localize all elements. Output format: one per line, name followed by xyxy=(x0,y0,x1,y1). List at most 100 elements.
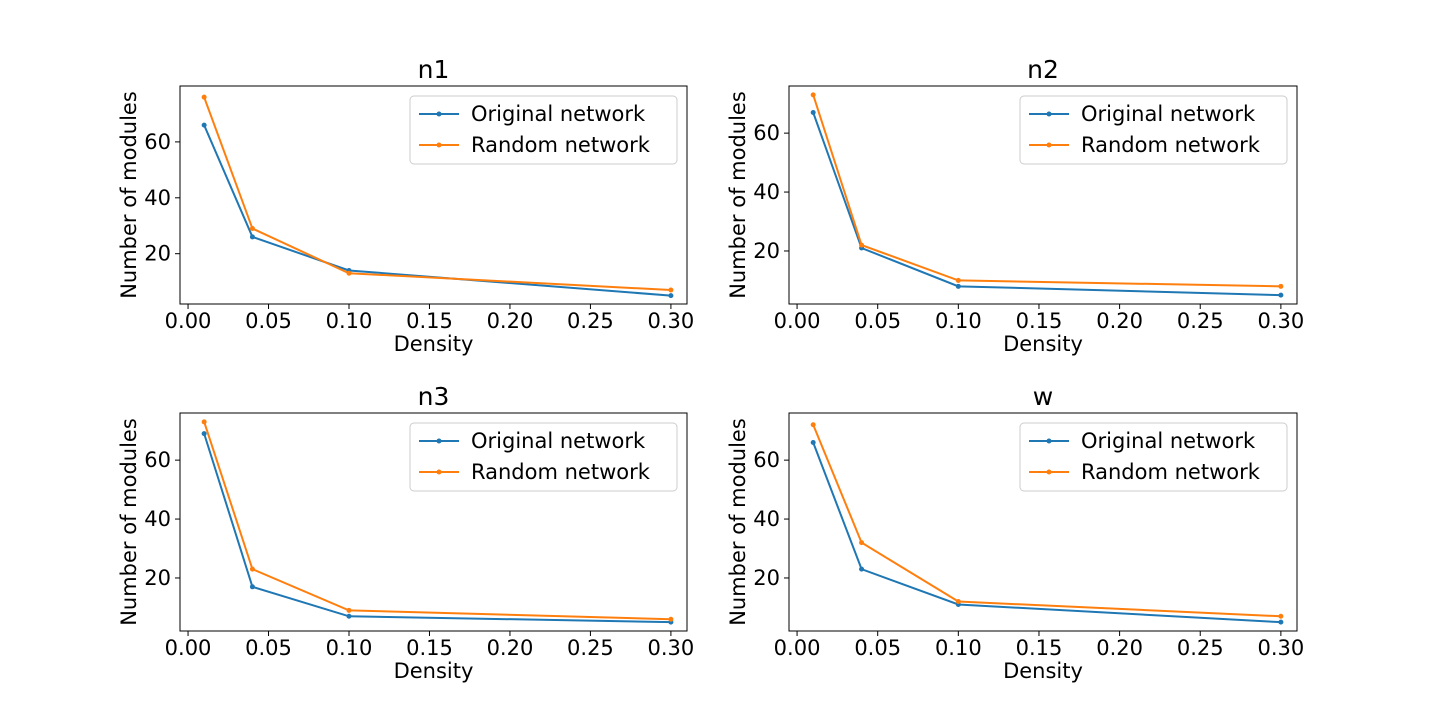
y-axis-label: Number of modules xyxy=(117,418,141,626)
x-tick-label: 0.30 xyxy=(648,636,695,660)
y-axis-label: Number of modules xyxy=(726,91,750,299)
data-point xyxy=(249,584,255,590)
legend-box xyxy=(1019,422,1288,492)
x-tick-label: 0.00 xyxy=(774,636,821,660)
y-tick-label: 40 xyxy=(144,186,171,210)
subplot-2: n2 0.00 0.05 0.10 0.15 0.20 0.25 0.30 20 40 60 Dens… xyxy=(726,55,1304,356)
y-axis-label: Number of modules xyxy=(726,418,750,626)
x-tick-label: 0.15 xyxy=(406,636,453,660)
chart-title: n3 xyxy=(418,382,450,411)
x-axis-label: Density xyxy=(394,659,474,683)
plot-frame xyxy=(788,412,1298,632)
data-point xyxy=(1278,613,1284,619)
y-tick-label: 40 xyxy=(753,180,780,204)
x-tick-label: 0.00 xyxy=(165,636,212,660)
x-tick-label: 0.10 xyxy=(935,636,982,660)
chart-title: w xyxy=(1033,382,1053,411)
series-line-2 xyxy=(203,96,671,292)
x-tick-label: 0.05 xyxy=(245,309,292,333)
legend: Original network Random network xyxy=(409,95,678,165)
legend-label: Random network xyxy=(1081,133,1261,157)
data-point xyxy=(201,431,207,437)
legend: Original network Random network xyxy=(1019,95,1288,165)
x-tick-label: 0.25 xyxy=(567,636,614,660)
data-point xyxy=(668,616,674,622)
data-point xyxy=(201,419,207,425)
x-tick-label: 0.15 xyxy=(406,309,453,333)
x-axis-label: Density xyxy=(394,332,474,356)
subplot-4: w 0.00 0.05 0.10 0.15 0.20 0.25 0.30 20 40 60 Densi… xyxy=(726,382,1304,683)
chart-title: n2 xyxy=(1027,55,1059,84)
y-tick-label: 60 xyxy=(753,121,780,145)
legend-marker xyxy=(436,142,442,148)
subplot-3: n3 0.00 0.05 0.10 0.15 0.20 0.25 0.30 20 40 60 Dens… xyxy=(117,382,694,683)
legend-box xyxy=(409,422,678,492)
y-tick-label: 60 xyxy=(144,130,171,154)
y-tick-label: 60 xyxy=(144,448,171,472)
series-line-1 xyxy=(203,433,671,624)
plot-frame xyxy=(179,412,688,632)
data-point xyxy=(859,242,865,248)
legend-label: Random network xyxy=(471,133,651,157)
y-tick-label: 20 xyxy=(144,566,171,590)
x-tick-label: 0.15 xyxy=(1016,636,1063,660)
x-tick-label: 0.20 xyxy=(1096,636,1143,660)
series-line-1 xyxy=(203,124,671,297)
x-tick-label: 0.25 xyxy=(1177,309,1224,333)
legend-marker xyxy=(1046,438,1052,444)
data-point xyxy=(1278,619,1284,625)
y-tick-label: 20 xyxy=(144,242,171,266)
data-point xyxy=(249,566,255,572)
legend-label: Original network xyxy=(1081,102,1256,126)
x-tick-label: 0.10 xyxy=(935,309,982,333)
x-tick-label: 0.20 xyxy=(1096,309,1143,333)
data-point xyxy=(1278,283,1284,289)
x-tick-label: 0.25 xyxy=(567,309,614,333)
x-tick-label: 0.30 xyxy=(648,309,695,333)
data-point xyxy=(1278,292,1284,298)
data-point xyxy=(810,92,816,98)
series-line-2 xyxy=(203,421,671,621)
legend-marker xyxy=(1046,469,1052,475)
y-tick-label: 20 xyxy=(753,239,780,263)
y-tick-label: 20 xyxy=(753,566,780,590)
series-line-2 xyxy=(812,424,1281,618)
data-point xyxy=(810,439,816,445)
chart-title: n1 xyxy=(418,55,450,84)
x-tick-label: 0.00 xyxy=(774,309,821,333)
series-line-2 xyxy=(812,94,1281,288)
legend-label: Random network xyxy=(471,460,651,484)
subplot-1: n1 0.00 0.05 0.10 0.15 0.20 0.25 0.30 20 40 60 Dens… xyxy=(117,55,694,356)
plot-frame xyxy=(179,85,688,305)
x-tick-label: 0.25 xyxy=(1177,636,1224,660)
data-point xyxy=(249,226,255,232)
legend-marker xyxy=(1046,142,1052,148)
legend-marker xyxy=(436,438,442,444)
x-tick-label: 0.10 xyxy=(326,636,373,660)
x-tick-label: 0.05 xyxy=(854,636,901,660)
data-point xyxy=(955,277,961,283)
legend-box xyxy=(409,95,678,165)
data-point xyxy=(346,613,352,619)
data-point xyxy=(668,287,674,293)
series-line-1 xyxy=(812,442,1281,624)
x-tick-label: 0.05 xyxy=(245,636,292,660)
legend-label: Original network xyxy=(471,102,646,126)
data-point xyxy=(249,234,255,240)
data-point xyxy=(668,293,674,299)
x-tick-label: 0.10 xyxy=(326,309,373,333)
legend-label: Original network xyxy=(471,429,646,453)
legend: Original network Random network xyxy=(1019,422,1288,492)
data-point xyxy=(955,599,961,605)
legend-marker xyxy=(1046,111,1052,117)
series-line-1 xyxy=(812,112,1281,297)
x-tick-label: 0.00 xyxy=(165,309,212,333)
data-point xyxy=(810,110,816,116)
x-tick-label: 0.15 xyxy=(1016,309,1063,333)
legend: Original network Random network xyxy=(409,422,678,492)
x-axis-label: Density xyxy=(1003,332,1083,356)
x-axis-label: Density xyxy=(1003,659,1083,683)
legend-label: Original network xyxy=(1081,429,1256,453)
y-tick-label: 60 xyxy=(753,448,780,472)
